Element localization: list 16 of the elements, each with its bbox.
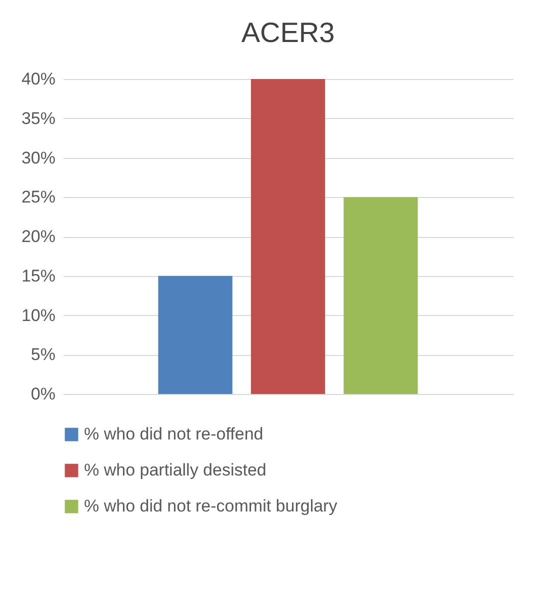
bar [344, 197, 418, 394]
y-tick-label: 0% [30, 384, 56, 404]
y-tick-label: 20% [21, 227, 56, 246]
y-tick-label: 35% [21, 108, 56, 128]
y-tick-label: 15% [21, 266, 56, 286]
y-tick-label: 25% [21, 188, 56, 207]
legend-label: % who did not re-offend [84, 424, 264, 444]
y-tick-label: 10% [21, 306, 56, 325]
y-tick-label: 30% [21, 148, 56, 168]
chart-title: ACER3 [241, 17, 335, 48]
y-tick-label: 40% [21, 70, 56, 88]
bar [158, 276, 232, 394]
y-tick-label: 5% [30, 345, 56, 364]
legend-label: % who partially desisted [84, 460, 266, 480]
legend-label: % who did not re-commit burglary [84, 496, 338, 516]
bar [250, 79, 326, 394]
